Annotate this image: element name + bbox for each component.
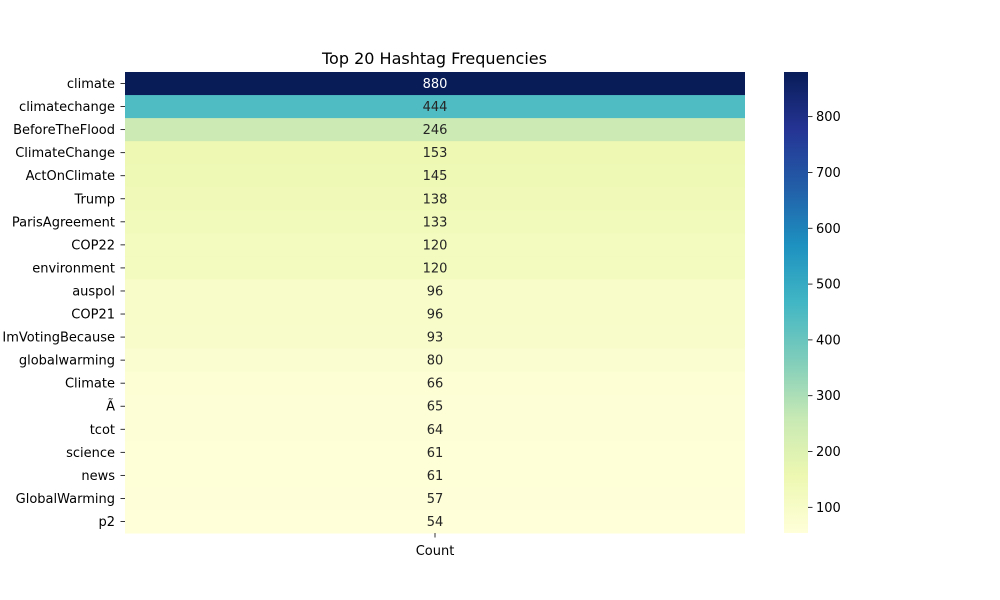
cell-value-label: 145	[423, 169, 448, 184]
cell-value-label: 138	[423, 192, 448, 207]
y-tick-label: science	[66, 446, 115, 461]
cell-value-label: 120	[423, 261, 448, 276]
colorbar-tick-label: 600	[816, 222, 841, 237]
y-axis: climate climatechange BeforeTheFlood Climat…	[2, 77, 125, 530]
cell-value-label: 61	[427, 446, 444, 461]
cell-value-label: 246	[423, 123, 448, 138]
y-tick-label: globalwarming	[19, 354, 115, 369]
colorbar: 100 200 300 400 500 600 700 800	[784, 72, 841, 533]
heatmap-cell	[125, 164, 745, 188]
colorbar-tick-label: 300	[816, 389, 841, 404]
heatmap-cell	[125, 348, 745, 373]
heatmap-cell	[125, 417, 745, 442]
colorbar-tick-label: 200	[816, 445, 841, 460]
y-tick-label: ImVotingBecause	[2, 331, 115, 346]
cell-value-label: 66	[427, 377, 444, 392]
cell-value-label: 120	[423, 238, 448, 253]
colorbar-tick-label: 400	[816, 333, 841, 348]
heatmap-cell	[125, 394, 745, 419]
cell-value-label: 57	[427, 492, 444, 507]
cell-value-label: 93	[427, 331, 444, 346]
x-axis: Count	[416, 533, 455, 559]
heatmap-cell	[125, 256, 745, 280]
y-tick-label: news	[81, 469, 115, 484]
heatmap-cell	[125, 141, 745, 165]
heatmap-cell	[125, 463, 745, 488]
cell-value-labels: 880 444 246 153 145 138 133 120 120 96 96 93 80 66 65 6…	[423, 77, 448, 530]
cell-value-label: 96	[427, 284, 444, 299]
colorbar-tick-label: 800	[816, 110, 841, 125]
heatmap-cell	[125, 371, 745, 396]
cell-value-label: 880	[423, 77, 448, 92]
heatmap-cell	[125, 95, 745, 119]
cell-value-label: 133	[423, 215, 448, 230]
colorbar-ticks: 100 200 300 400 500 600 700 800	[808, 110, 841, 516]
y-tick-label: Ã	[106, 399, 115, 415]
y-tick-label: ClimateChange	[15, 146, 115, 161]
y-tick-label: ParisAgreement	[12, 215, 115, 230]
y-tick-label: Climate	[65, 377, 115, 392]
y-tick-label: BeforeTheFlood	[13, 123, 115, 138]
colorbar-tick-label: 500	[816, 278, 841, 293]
y-tick-label: climate	[67, 77, 115, 92]
y-tick-label: GlobalWarming	[16, 492, 115, 507]
y-tick-label: COP22	[71, 238, 115, 253]
heatmap-cell	[125, 187, 745, 211]
cell-value-label: 444	[423, 100, 448, 115]
heatmap-cells	[125, 72, 745, 534]
heatmap-cell	[125, 325, 745, 350]
cell-value-label: 80	[427, 354, 444, 369]
heatmap-cell	[125, 118, 745, 142]
cell-value-label: 54	[427, 515, 444, 530]
colorbar-tick-label: 700	[816, 166, 841, 181]
cell-value-label: 96	[427, 308, 444, 323]
heatmap-cell	[125, 509, 745, 534]
heatmap-cell	[125, 233, 745, 257]
cell-value-label: 153	[423, 146, 448, 161]
heatmap-cell	[125, 72, 745, 96]
colorbar-tick-label: 100	[816, 501, 841, 516]
chart-title: Top 20 Hashtag Frequencies	[321, 49, 547, 68]
y-tick-label: tcot	[90, 423, 115, 438]
y-tick-label: Trump	[73, 192, 115, 207]
y-tick-label: auspol	[72, 284, 115, 299]
y-tick-label: COP21	[71, 308, 115, 323]
x-tick-label: Count	[416, 544, 455, 559]
y-tick-label: environment	[32, 261, 115, 276]
cell-value-label: 64	[427, 423, 444, 438]
heatmap-cell	[125, 486, 745, 511]
colorbar-gradient	[784, 72, 808, 533]
y-tick-label: p2	[98, 515, 115, 530]
y-tick-label: climatechange	[19, 100, 115, 115]
heatmap-cell	[125, 279, 745, 303]
heatmap-cell	[125, 210, 745, 234]
y-tick-label: ActOnClimate	[26, 169, 115, 184]
heatmap-cell	[125, 302, 745, 327]
cell-value-label: 61	[427, 469, 444, 484]
heatmap-cell	[125, 440, 745, 465]
cell-value-label: 65	[427, 400, 444, 415]
